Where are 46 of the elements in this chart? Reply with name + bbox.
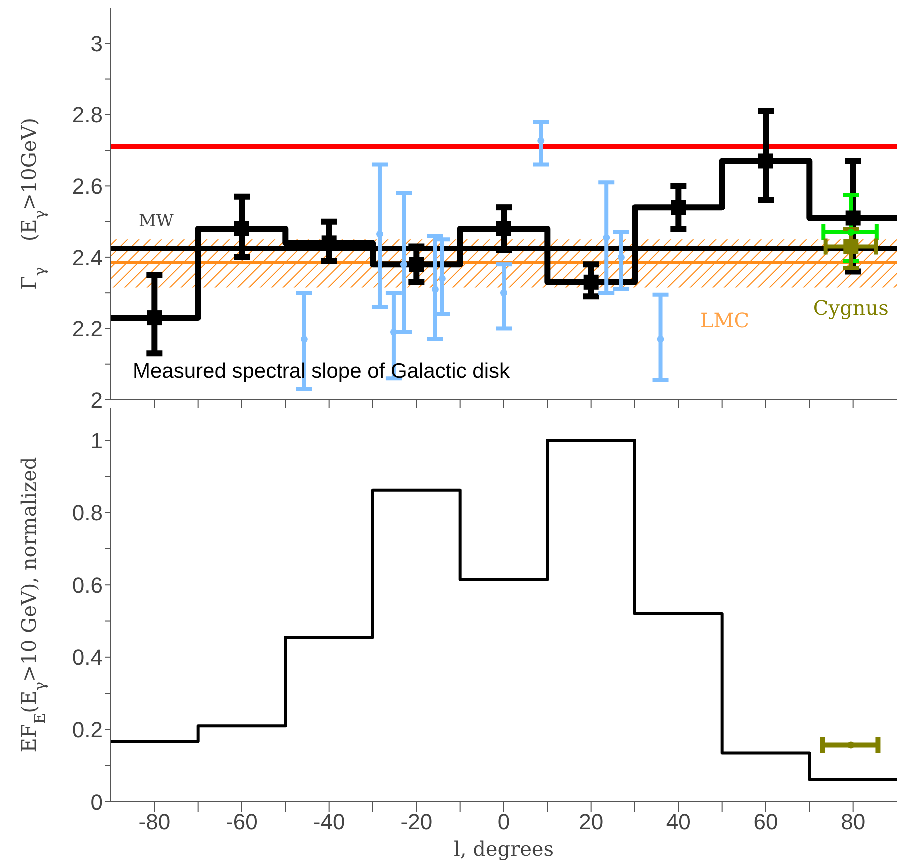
x-tick-label: -20 xyxy=(400,810,433,835)
x-tick-label: 20 xyxy=(579,810,604,835)
point xyxy=(234,221,250,236)
x-tick-label: 80 xyxy=(841,810,866,835)
y-tick-label: 0.2 xyxy=(72,718,103,743)
x-tick-label: -80 xyxy=(138,810,171,835)
point xyxy=(538,137,545,144)
x-tick-label: -40 xyxy=(313,810,346,835)
point xyxy=(147,310,162,326)
point xyxy=(618,254,625,261)
y-tick-label: 0.8 xyxy=(72,500,103,526)
x-tick-label: 40 xyxy=(666,810,691,835)
x-tick-label: -60 xyxy=(226,810,258,835)
band-label: LMC xyxy=(700,308,750,333)
point xyxy=(603,234,610,242)
point xyxy=(376,230,384,238)
y-tick-label: 2 xyxy=(90,388,103,413)
point xyxy=(300,336,308,343)
point xyxy=(496,221,512,236)
x-tick-label: 60 xyxy=(754,810,778,835)
point xyxy=(400,261,408,268)
point xyxy=(409,257,424,272)
y-tick-label: 1 xyxy=(90,428,103,454)
point xyxy=(671,200,686,216)
point xyxy=(500,290,508,297)
y-tick-label: 2.2 xyxy=(72,316,103,342)
y-tick-label: 0 xyxy=(90,790,103,815)
y-tick-label: 2.4 xyxy=(72,245,103,270)
y-tick-label: 2.6 xyxy=(72,174,103,199)
point xyxy=(844,239,859,254)
point xyxy=(758,154,774,169)
ref-line-label: MW xyxy=(139,212,174,232)
point xyxy=(438,275,446,282)
point xyxy=(657,336,664,343)
point xyxy=(846,210,861,226)
point xyxy=(390,328,398,336)
point xyxy=(848,229,855,236)
x-tick-label: 0 xyxy=(498,810,510,835)
y-tick-label: 2.8 xyxy=(72,102,103,128)
y-tick-label: 0.4 xyxy=(72,645,103,670)
y-tick-label: 0.6 xyxy=(72,572,103,598)
point xyxy=(432,286,439,294)
point xyxy=(584,274,599,290)
annotation: Measured spectral slope of Galactic disk xyxy=(133,360,510,384)
text: Cygnus xyxy=(813,296,889,320)
y-tick-label: 3 xyxy=(90,31,103,56)
